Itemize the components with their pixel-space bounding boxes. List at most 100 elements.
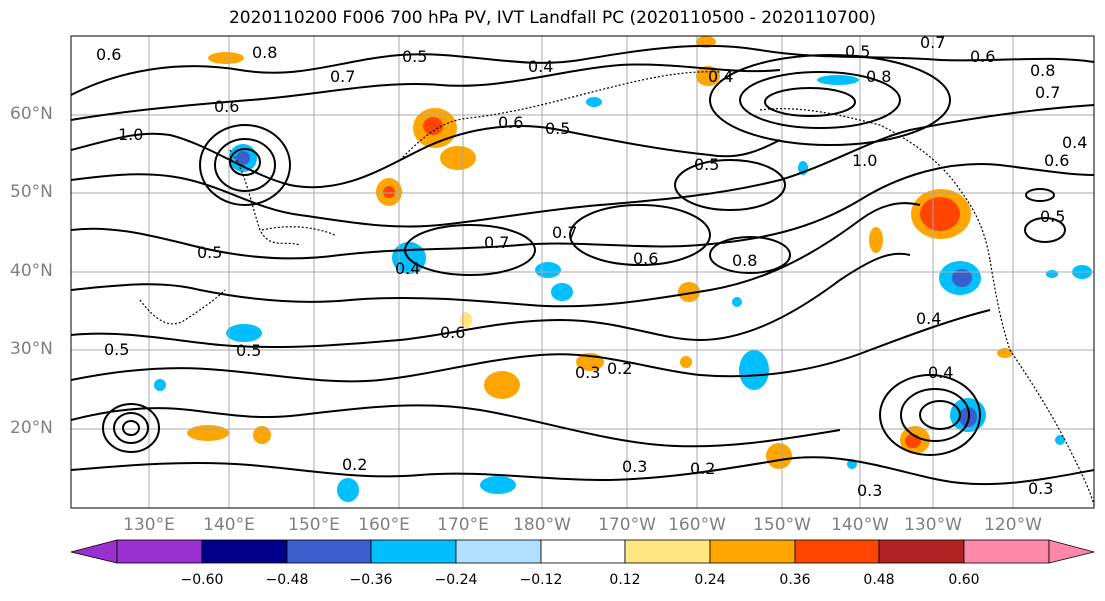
pv-contour-line (71, 202, 921, 308)
lon-label: 130°W (904, 515, 962, 535)
lat-label: 30°N (10, 339, 53, 359)
contour-label: 0.3 (1028, 479, 1053, 498)
contour-label: 0.6 (96, 45, 121, 64)
colorbar-tick-label: 0.24 (694, 572, 726, 588)
lat-label: 60°N (10, 104, 53, 124)
lon-label: 140°W (831, 515, 889, 535)
neg-anomaly-patch (952, 269, 972, 287)
contour-label: 0.6 (1044, 151, 1069, 170)
neg-anomaly-patch (817, 75, 859, 85)
contour-label: 0.6 (970, 47, 995, 66)
page-title: 2020110200 F006 700 hPa PV, IVT Landfall… (228, 8, 876, 28)
pv-contour-line (71, 163, 1094, 260)
contour-label: 0.5 (1040, 207, 1065, 226)
pv-contour-line (71, 456, 1094, 486)
pv-closed-contour (764, 87, 856, 117)
pos-anomaly-patch (383, 186, 395, 198)
neg-anomaly-patch (1055, 435, 1065, 445)
lon-label: 170°W (598, 515, 656, 535)
pv-contour-line (71, 63, 781, 121)
pos-anomaly-patch (869, 227, 883, 253)
neg-anomaly-patch (535, 262, 561, 278)
pv-closed-contour (102, 403, 160, 453)
pv-closed-contour (1025, 188, 1055, 202)
contour-label: 0.7 (920, 33, 945, 52)
colorbar-tick-label: −0.48 (265, 572, 309, 588)
colorbar-tick-label: −0.24 (434, 572, 478, 588)
neg-anomaly-patch (732, 297, 742, 307)
pv-closed-contour (709, 236, 791, 274)
colorbar-arrow-high (1048, 539, 1095, 564)
contour-label: 0.3 (622, 457, 647, 476)
pv-closed-contour (1024, 217, 1066, 243)
neg-anomaly-patch (551, 283, 573, 301)
pv-closed-contour (709, 54, 951, 146)
lon-label: 160°W (668, 515, 726, 535)
colorbar-tick-label: 0.48 (863, 572, 895, 588)
contour-label: 0.2 (342, 455, 367, 474)
pv-closed-contour (919, 400, 961, 430)
colorbar-segment (201, 539, 288, 564)
lon-label: 170°E (437, 515, 489, 535)
neg-anomaly-patch (154, 379, 166, 391)
pv-closed-contour (122, 420, 140, 436)
contour-label: 0.8 (866, 67, 891, 86)
neg-anomaly-patch (337, 478, 359, 502)
colorbar-segment (794, 539, 880, 564)
pv-closed-contour (569, 204, 711, 266)
coastline-alaska (759, 108, 991, 261)
contour-label: 0.8 (1030, 61, 1055, 80)
pv-contour-line (71, 404, 841, 448)
pos-anomaly-patch (696, 66, 720, 86)
lat-label: 20°N (10, 418, 53, 438)
neg-anomaly-patch (226, 324, 262, 342)
lon-label: 130°E (123, 515, 175, 535)
pv-closed-contour (113, 412, 149, 444)
pv-contour-line (71, 44, 1094, 96)
colorbar-segment (286, 539, 372, 564)
neg-anomaly-patch (236, 151, 250, 165)
pv-closed-contour (199, 124, 291, 206)
lon-label: 140°E (203, 515, 255, 535)
neg-anomaly-patch (1046, 270, 1058, 278)
contour-label: 0.4 (1062, 133, 1087, 152)
lat-label: 40°N (10, 261, 53, 281)
pos-anomaly-patch (187, 425, 229, 441)
contour-label: 0.4 (708, 67, 733, 86)
pos-anomaly-patch (680, 356, 692, 368)
coastlines (139, 71, 1094, 506)
contour-label: 0.5 (694, 155, 719, 174)
pos-anomaly-patch (208, 52, 244, 64)
contour-label: 0.7 (1035, 83, 1060, 102)
contour-label: 1.0 (852, 151, 877, 170)
colorbar-segment (455, 539, 542, 564)
contour-label: 0.5 (402, 47, 427, 66)
contour-label: 0.6 (440, 323, 465, 342)
pos-anomaly-patch (678, 282, 700, 302)
pv-contours (71, 44, 1094, 486)
contour-label: 0.6 (633, 249, 658, 268)
map-panel: 0.6 0.8 0.6 1.0 0.7 0.5 0.4 0.6 0.5 0.5 … (71, 33, 1094, 508)
lon-label: 120°W (984, 515, 1042, 535)
contour-label: 0.3 (857, 481, 882, 500)
pos-anomaly-patch (253, 426, 271, 444)
contour-label: 0.6 (498, 113, 523, 132)
contour-label: 0.5 (845, 42, 870, 61)
contour-label: 0.4 (395, 259, 420, 278)
lon-label: 150°E (288, 515, 340, 535)
colorbar-tick-label: −0.12 (519, 572, 563, 588)
pos-anomaly-patch (766, 443, 792, 469)
pv-closed-contour (214, 138, 276, 192)
coastline-siberia (399, 71, 721, 161)
contour-label: 0.4 (528, 57, 553, 76)
contour-label: 0.8 (252, 43, 277, 62)
contour-label: 1.0 (118, 125, 143, 144)
neg-anomaly-patch (586, 97, 602, 107)
contour-label: 0.5 (104, 340, 129, 359)
colorbar-segment (963, 539, 1050, 564)
pv-closed-contour (879, 374, 981, 456)
coastline-kamchatka (229, 149, 301, 246)
contour-label: 0.7 (484, 233, 509, 252)
contour-label: 0.7 (330, 67, 355, 86)
contour-label: 0.2 (607, 359, 632, 378)
